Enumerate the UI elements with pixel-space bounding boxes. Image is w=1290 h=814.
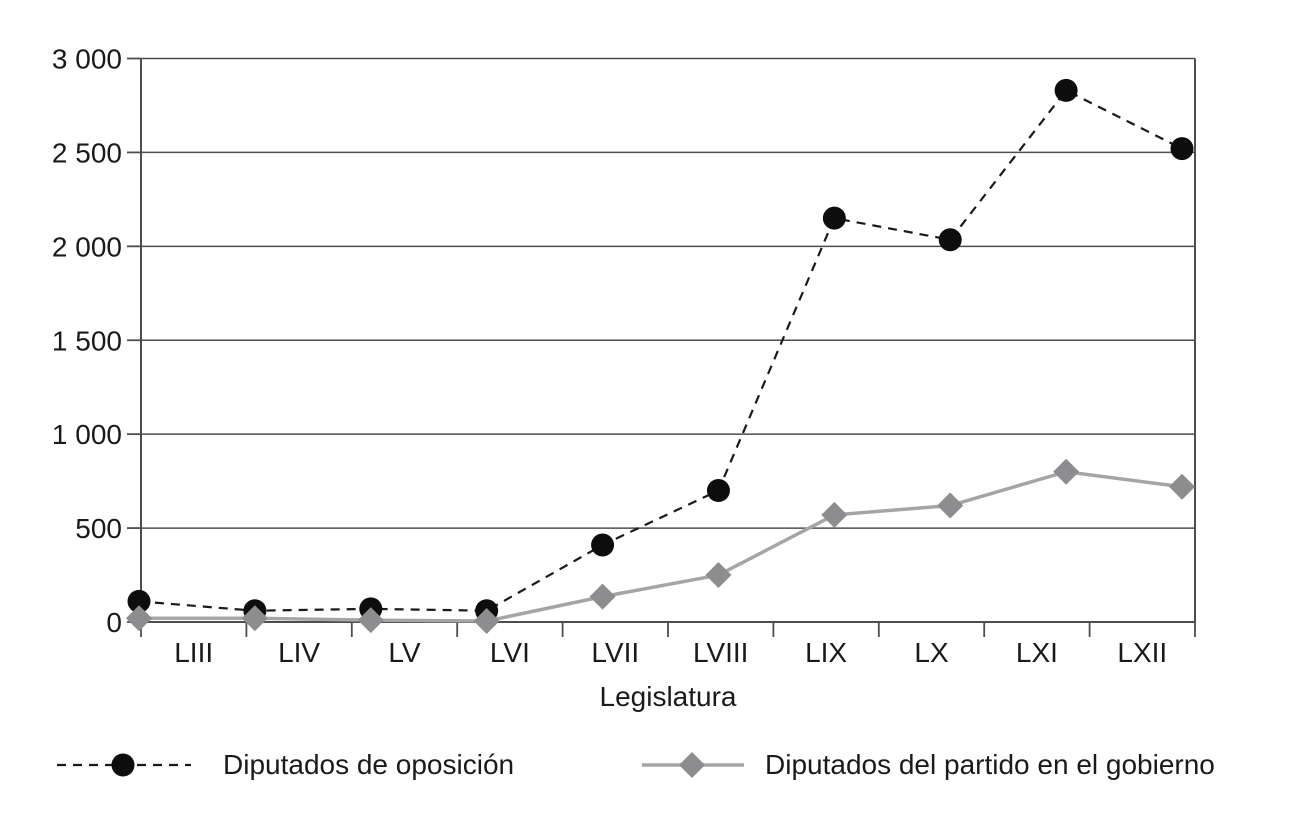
series-line-gobierno: [139, 469, 1183, 623]
data-point-diamond-gobierno: [821, 501, 848, 528]
x-tick-label: LIV: [278, 637, 320, 668]
y-tick-label: 500: [75, 513, 122, 544]
legend-diamond-icon: [679, 752, 705, 778]
y-tick-label: 0: [106, 607, 122, 638]
x-tick-label: LXII: [1117, 637, 1167, 668]
legend-marker-gobierno: [642, 752, 744, 778]
x-tick-label: LVI: [490, 637, 530, 668]
data-point-circle-oposicion: [706, 479, 730, 503]
x-tick-label: LXI: [1016, 637, 1058, 668]
data-point-diamond-gobierno: [1053, 458, 1080, 485]
data-point-diamond-gobierno: [937, 492, 964, 519]
data-point-diamond-gobierno: [241, 605, 268, 632]
x-tick-label: LIX: [805, 637, 847, 668]
y-tick-label: 1 000: [52, 419, 122, 450]
x-tick-label: LIII: [174, 637, 213, 668]
data-point-circle-oposicion: [1170, 137, 1194, 161]
x-tick-label: LVIII: [693, 637, 749, 668]
legend-item-gobierno: Diputados del partido en el gobierno: [641, 741, 1215, 789]
x-tick-label: LVII: [591, 637, 639, 668]
series-line-oposicion: [138, 89, 1183, 612]
legend-marker-oposicion: [57, 753, 191, 777]
data-point-diamond-gobierno: [705, 562, 732, 589]
data-point-diamond-gobierno: [1169, 473, 1195, 500]
x-axis-title: Legislatura: [600, 681, 737, 712]
data-point-circle-oposicion: [591, 533, 615, 557]
x-tick-label: LV: [388, 637, 420, 668]
data-point-circle-oposicion: [938, 228, 962, 252]
legend-circle-icon: [111, 753, 135, 777]
y-tick-label: 2 500: [52, 137, 122, 168]
legend-label-oposicion: Diputados de oposición: [223, 749, 515, 780]
legend-item-oposicion: Diputados de oposición: [55, 741, 514, 789]
data-point-circle-oposicion: [1054, 78, 1078, 102]
legend-label-gobierno: Diputados del partido en el gobierno: [765, 749, 1215, 780]
data-point-diamond-gobierno: [126, 605, 152, 632]
y-tick-label: 1 500: [52, 325, 122, 356]
y-tick-label: 3 000: [52, 44, 122, 75]
data-point-diamond-gobierno: [473, 608, 500, 635]
data-point-circle-oposicion: [822, 206, 846, 230]
plot-area: 0 500 1 000 1 500 2 000 2 500 3 000 LIII LIV LV LV…: [52, 44, 1196, 712]
x-tick-label: LX: [914, 637, 949, 668]
data-point-diamond-gobierno: [357, 607, 384, 634]
data-point-circle-oposicion: [127, 589, 151, 613]
data-point-diamond-gobierno: [589, 583, 616, 610]
y-tick-label: 2 000: [52, 231, 122, 262]
